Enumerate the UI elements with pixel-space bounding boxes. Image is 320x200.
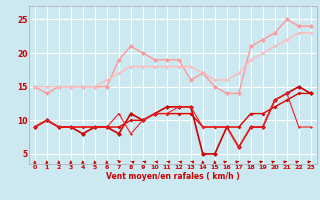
X-axis label: Vent moyen/en rafales ( km/h ): Vent moyen/en rafales ( km/h ) bbox=[106, 172, 240, 181]
